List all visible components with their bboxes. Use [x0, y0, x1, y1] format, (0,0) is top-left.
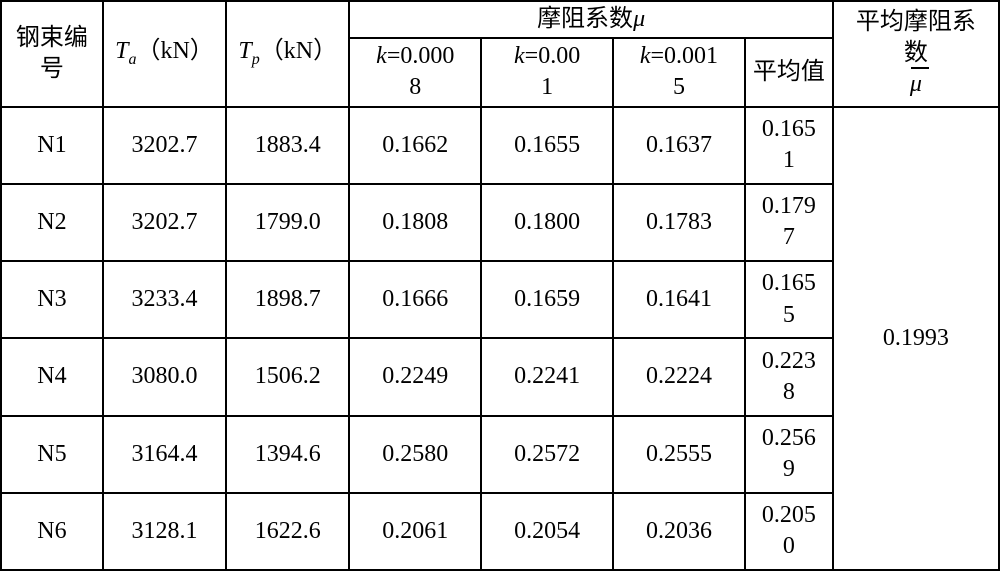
cell-tp: 1883.4	[226, 107, 349, 184]
cell-k2: 0.2054	[481, 493, 613, 570]
cell-avg: 0.1651	[745, 107, 833, 184]
cell-k1: 0.1808	[349, 184, 481, 261]
cell-id: N5	[1, 416, 103, 493]
header-tendon-id: 钢束编号	[1, 1, 103, 107]
cell-ta: 3164.4	[103, 416, 226, 493]
header-row-1: 钢束编号 Ta（kN） Tp（kN） 摩阻系数μ 平均摩阻系 数 μ	[1, 1, 999, 38]
cell-overall-avg: 0.1993	[833, 107, 999, 570]
cell-k2: 0.1659	[481, 261, 613, 338]
cell-k3: 0.1641	[613, 261, 745, 338]
header-ta: Ta（kN）	[103, 1, 226, 107]
cell-avg: 0.2569	[745, 416, 833, 493]
header-k3: k=0.0015	[613, 38, 745, 106]
cell-id: N6	[1, 493, 103, 570]
cell-k3: 0.1637	[613, 107, 745, 184]
cell-id: N4	[1, 338, 103, 415]
header-k2: k=0.001	[481, 38, 613, 106]
cell-ta: 3080.0	[103, 338, 226, 415]
cell-id: N1	[1, 107, 103, 184]
cell-k3: 0.2555	[613, 416, 745, 493]
cell-tp: 1799.0	[226, 184, 349, 261]
cell-k1: 0.1662	[349, 107, 481, 184]
cell-avg: 0.1655	[745, 261, 833, 338]
cell-avg: 0.2050	[745, 493, 833, 570]
cell-k2: 0.2241	[481, 338, 613, 415]
cell-k2: 0.1655	[481, 107, 613, 184]
table-row: N1 3202.7 1883.4 0.1662 0.1655 0.1637 0.…	[1, 107, 999, 184]
cell-k1: 0.2580	[349, 416, 481, 493]
cell-ta: 3202.7	[103, 107, 226, 184]
cell-tp: 1506.2	[226, 338, 349, 415]
header-avg: 平均值	[745, 38, 833, 106]
cell-k1: 0.2249	[349, 338, 481, 415]
data-table: 钢束编号 Ta（kN） Tp（kN） 摩阻系数μ 平均摩阻系 数 μ	[0, 0, 1000, 571]
cell-k2: 0.1800	[481, 184, 613, 261]
friction-coefficient-table: 钢束编号 Ta（kN） Tp（kN） 摩阻系数μ 平均摩阻系 数 μ	[0, 0, 1000, 571]
cell-k3: 0.2036	[613, 493, 745, 570]
cell-ta: 3128.1	[103, 493, 226, 570]
header-tp: Tp（kN）	[226, 1, 349, 107]
header-mu-group: 摩阻系数μ	[349, 1, 832, 38]
cell-k3: 0.1783	[613, 184, 745, 261]
cell-avg: 0.2238	[745, 338, 833, 415]
header-k1: k=0.0008	[349, 38, 481, 106]
cell-tp: 1394.6	[226, 416, 349, 493]
cell-k3: 0.2224	[613, 338, 745, 415]
cell-k2: 0.2572	[481, 416, 613, 493]
cell-id: N3	[1, 261, 103, 338]
table-body: N1 3202.7 1883.4 0.1662 0.1655 0.1637 0.…	[1, 107, 999, 570]
cell-avg: 0.1797	[745, 184, 833, 261]
cell-tp: 1622.6	[226, 493, 349, 570]
cell-tp: 1898.7	[226, 261, 349, 338]
cell-k1: 0.1666	[349, 261, 481, 338]
header-mubar: 平均摩阻系 数 μ	[833, 1, 999, 107]
cell-ta: 3233.4	[103, 261, 226, 338]
cell-id: N2	[1, 184, 103, 261]
cell-k1: 0.2061	[349, 493, 481, 570]
cell-ta: 3202.7	[103, 184, 226, 261]
